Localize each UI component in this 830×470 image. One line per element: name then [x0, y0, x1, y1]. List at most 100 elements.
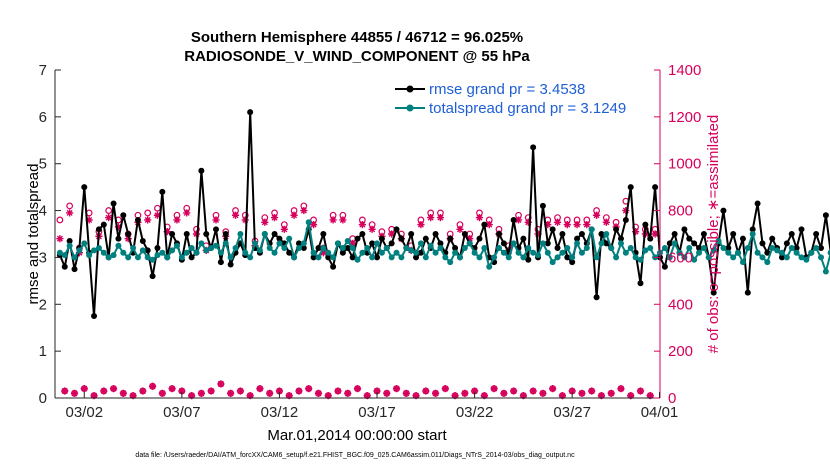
totalspread-point: [574, 240, 581, 247]
obs-assimilated-marker: [485, 221, 493, 229]
totalspread-point: [583, 245, 590, 252]
obs-assimilated-marker: [373, 387, 381, 395]
x-axis-label: Mar.01,2014 00:00:00 start: [267, 427, 447, 444]
x-tick-label: 03/22: [456, 404, 494, 421]
rmse-point: [222, 231, 229, 237]
totalspread-point: [720, 245, 727, 252]
rmse-point: [110, 200, 117, 207]
obs-assimilated-marker: [246, 392, 254, 400]
rmse-point: [793, 245, 800, 252]
obs-assimilated-marker: [148, 382, 157, 390]
obs-assimilated-marker: [388, 230, 396, 238]
totalspread-point: [159, 249, 166, 256]
totalspread-point: [154, 252, 161, 259]
chart-subtitle: RADIOSONDE_V_WIND_COMPONENT @ 55 hPa: [184, 48, 530, 65]
obs-assimilated-marker: [558, 392, 567, 400]
rmse-point: [666, 240, 673, 247]
totalspread-point: [369, 254, 376, 261]
totalspread-point: [759, 254, 766, 261]
totalspread-point: [798, 254, 805, 261]
rmse-point: [330, 263, 337, 270]
rmse-point: [408, 231, 415, 237]
totalspread-point: [666, 254, 673, 261]
totalspread-point: [549, 259, 556, 266]
obs-assimilated-marker: [607, 389, 615, 397]
obs-assimilated-marker: [56, 235, 64, 243]
axes-layer: 0 1 2 3 4 5 6 7 0 200 400 600 800 1000 1200 1400 03/02 03…: [39, 62, 702, 421]
rmse-point: [115, 235, 122, 242]
obs-assimilated-marker: [158, 389, 166, 397]
totalspread-point: [813, 245, 820, 252]
obs-assimilated-marker: [305, 385, 313, 393]
totalspread-point: [86, 252, 93, 259]
rmse-point: [432, 231, 439, 237]
totalspread-point: [598, 240, 605, 247]
totalspread-point: [105, 254, 112, 261]
rmse-point: [149, 273, 156, 280]
totalspread-point: [325, 249, 332, 256]
obs-assimilated-marker: [285, 392, 293, 400]
rmse-point: [198, 167, 205, 174]
rmse-point: [725, 245, 732, 252]
rmse-point: [574, 235, 581, 242]
rmse-point: [691, 240, 698, 247]
rmse-point: [247, 109, 254, 116]
obs-assimilated-marker: [80, 385, 88, 393]
rmse-point: [61, 263, 68, 270]
obs-assimilated-marker: [627, 392, 635, 400]
obs-assimilated-marker: [500, 389, 508, 397]
totalspread-point: [125, 254, 132, 261]
rmse-point: [549, 226, 556, 233]
totalspread-point: [95, 245, 102, 252]
totalspread-point: [535, 252, 542, 259]
totalspread-point: [61, 252, 68, 259]
rmse-point: [271, 231, 278, 237]
obs-assimilated-marker: [217, 380, 225, 388]
totalspread-point: [76, 247, 83, 254]
rmse-point: [378, 235, 385, 242]
y-tick-right-label: 800: [668, 203, 693, 220]
rmse-point: [295, 240, 302, 247]
totalspread-point: [315, 254, 322, 261]
totalspread-point: [622, 249, 629, 256]
obs-assimilated-marker: [114, 223, 123, 231]
totalspread-point: [793, 249, 800, 256]
obs-assimilated-marker: [183, 209, 191, 217]
obs-assimilated-marker: [139, 387, 147, 395]
rmse-point: [730, 231, 737, 237]
rmse-point: [598, 231, 605, 237]
totalspread-point: [617, 240, 624, 247]
totalspread-point: [198, 240, 205, 247]
rmse-point: [554, 245, 561, 252]
plot-area: [55, 70, 660, 398]
totalspread-point: [388, 254, 395, 261]
totalspread-point: [359, 249, 366, 256]
totalspread-point: [300, 240, 307, 247]
legend-spread-label: totalspread grand pr = 3.1249: [429, 100, 626, 117]
totalspread-point: [242, 249, 249, 256]
rmse-point: [339, 249, 346, 256]
totalspread-point: [91, 247, 98, 254]
totalspread-point: [100, 249, 107, 256]
obs-possible-marker: [56, 216, 64, 224]
obs-assimilated-marker: [153, 211, 162, 219]
obs-assimilated-marker: [188, 392, 196, 400]
rmse-point: [744, 289, 751, 296]
totalspread-point: [261, 231, 268, 237]
totalspread-point: [530, 249, 537, 256]
rmse-point: [681, 226, 688, 233]
totalspread-point: [808, 249, 815, 256]
totalspread-point: [627, 245, 634, 252]
rmse-point: [320, 231, 327, 237]
obs-assimilated-marker: [109, 385, 118, 393]
obs-assimilated-marker: [402, 389, 410, 397]
rmse-point: [213, 226, 220, 233]
rmse-point: [500, 240, 507, 247]
obs-assimilated-marker: [105, 214, 113, 222]
obs-assimilated-marker: [66, 209, 74, 217]
rmse-point: [671, 231, 678, 237]
obs-assimilated-marker: [241, 216, 249, 224]
obs-assimilated-marker: [412, 392, 420, 400]
totalspread-point: [188, 245, 195, 252]
rmse-point: [286, 249, 293, 256]
